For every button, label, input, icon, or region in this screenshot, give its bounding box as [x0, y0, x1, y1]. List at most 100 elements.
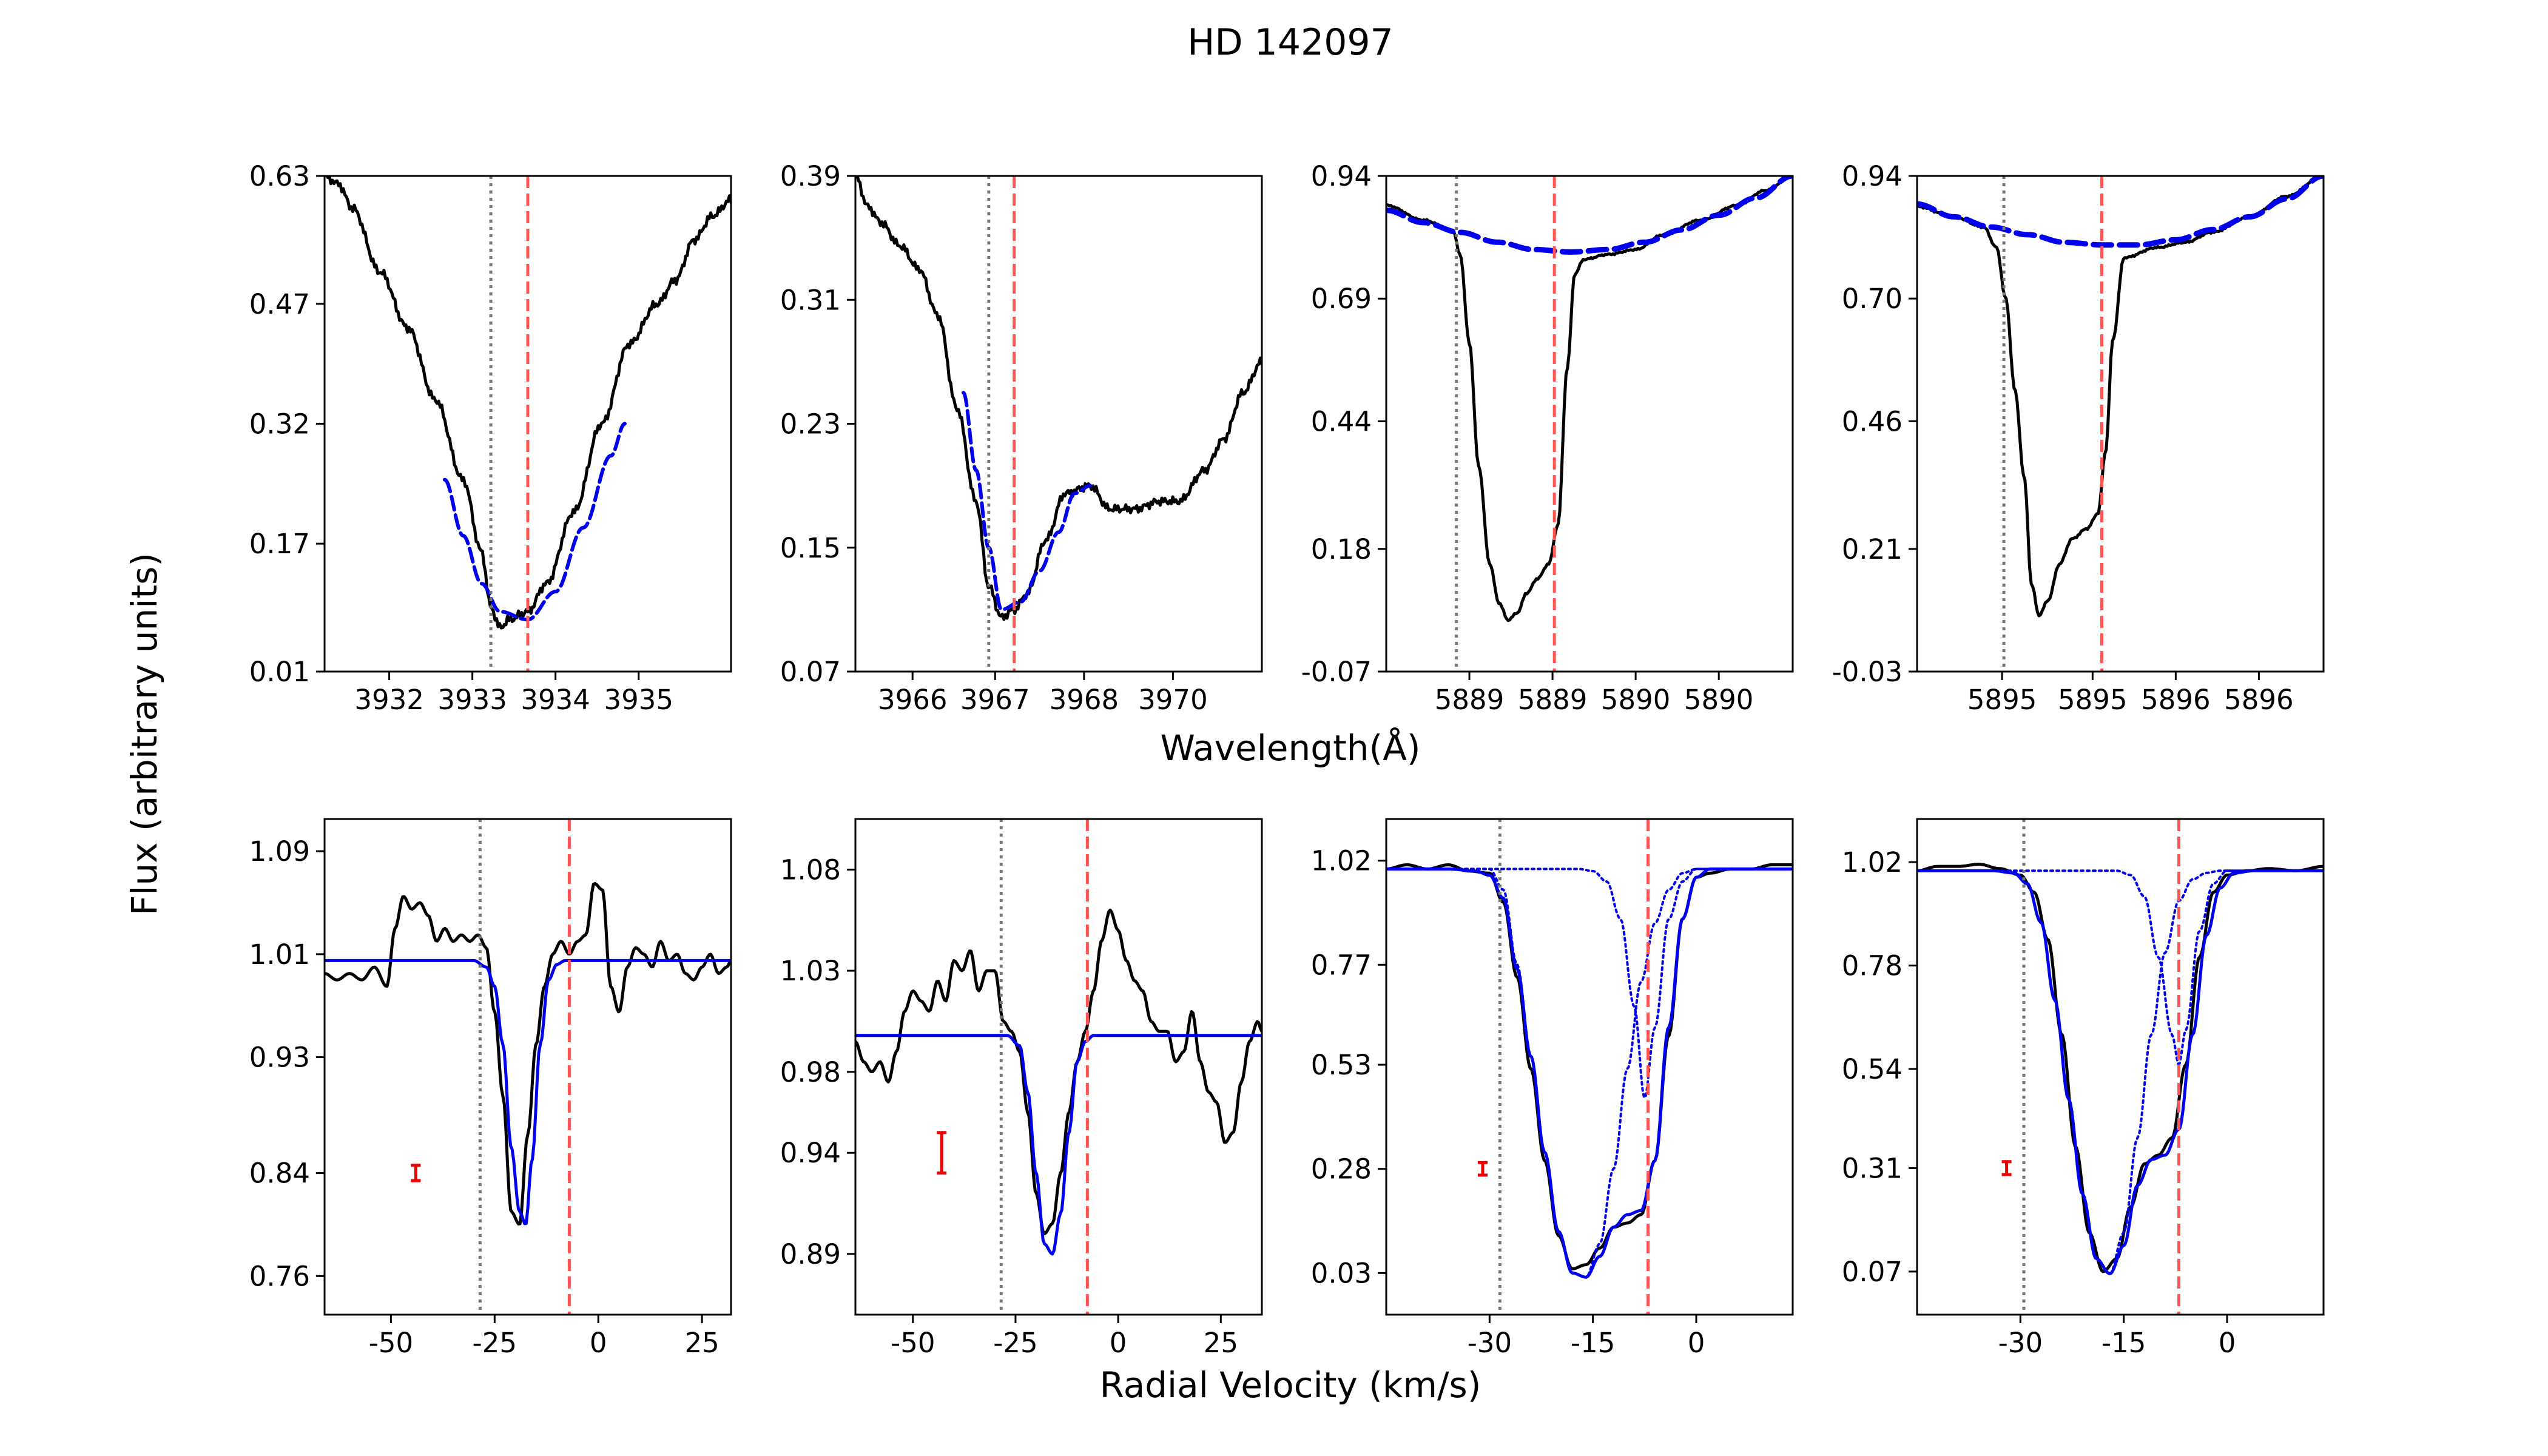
error-bar — [2001, 1160, 2012, 1176]
plot-area — [855, 819, 1262, 1315]
y-tick-label: 0.77 — [1311, 949, 1372, 981]
y-tick-label: 0.94 — [1842, 160, 1903, 192]
y-tick-label: 0.17 — [249, 528, 310, 560]
y-tick-label: 0.31 — [1842, 1152, 1903, 1184]
y-tick-label: 0.32 — [249, 408, 310, 440]
axes-frame — [1385, 175, 1794, 673]
y-tick-label: -0.03 — [1832, 656, 1903, 688]
y-tick-label: 0.44 — [1311, 405, 1372, 437]
x-tick-label: -30 — [1468, 1327, 1512, 1359]
x-tick-label: 5890 — [1684, 684, 1754, 716]
y-tick-label: 0.89 — [780, 1238, 841, 1270]
y-tick-label: 0.18 — [1311, 533, 1372, 565]
axes-frame — [1385, 818, 1794, 1316]
y-tick-label: 1.09 — [249, 835, 310, 868]
y-tick-label: 0.54 — [1842, 1053, 1903, 1085]
figure-title: HD 142097 — [1187, 21, 1393, 64]
plot-area — [1386, 176, 1793, 672]
plot-area — [325, 176, 731, 672]
y-tick-label: 0.39 — [780, 160, 841, 192]
series-continuum-fit — [443, 422, 627, 622]
plot-area — [855, 176, 1262, 672]
y-tick-label: 0.84 — [249, 1158, 310, 1190]
x-tick-label: 5890 — [1601, 684, 1671, 716]
x-tick-label: 3966 — [878, 684, 948, 716]
plot-area — [325, 819, 731, 1315]
series-continuum-fit — [962, 391, 1093, 612]
y-tick-label: 0.53 — [1311, 1049, 1372, 1081]
panel-bottom-1: -50 -25 0 25 0.76 0.84 0.93 1.01 1.09 — [249, 818, 732, 1359]
y-tick-label: 0.76 — [249, 1260, 310, 1292]
panel-bottom-3: -30 -15 0 0.03 0.28 0.53 0.77 1.02 — [1311, 818, 1794, 1359]
y-tick-label: 1.02 — [1311, 845, 1372, 877]
x-tick-label: 0 — [1110, 1327, 1127, 1359]
x-tick-label: -15 — [1571, 1327, 1616, 1359]
y-tick-label: 0.07 — [1842, 1256, 1903, 1288]
panel-top-2: 3966 3967 3968 3970 0.07 0.15 0.23 0.31 0.39 — [780, 160, 1263, 716]
x-tick-label: 0 — [2219, 1327, 2236, 1359]
x-tick-label: -50 — [369, 1327, 414, 1359]
y-tick-label: 0.78 — [1842, 950, 1903, 982]
series-continuum-fit — [1917, 176, 2324, 248]
axes-frame — [854, 818, 1263, 1316]
x-tick-label: 5895 — [1967, 684, 2037, 716]
x-tick-label: 5895 — [2058, 684, 2128, 716]
panel-bottom-2: -50 -25 0 25 0.89 0.94 0.98 1.03 1.08 — [780, 818, 1263, 1359]
error-bar — [1477, 1161, 1488, 1177]
error-bar — [411, 1164, 421, 1182]
y-tick-label: 0.07 — [780, 656, 841, 688]
x-tick-label: 3968 — [1050, 684, 1119, 716]
error-bar — [937, 1131, 947, 1175]
x-tick-label: 3933 — [437, 684, 507, 716]
y-tick-label: 0.21 — [1842, 533, 1903, 565]
y-tick-label: -0.07 — [1301, 656, 1372, 688]
y-tick-label: 0.70 — [1842, 283, 1903, 315]
plot-area — [1917, 176, 2324, 672]
y-tick-label: 1.01 — [249, 939, 310, 971]
x-tick-label: -50 — [891, 1327, 935, 1359]
series-observed — [855, 908, 1262, 1236]
top-row-xlabel: Wavelength(Å) — [1161, 727, 1421, 769]
series-observed — [325, 176, 731, 630]
x-tick-label: 5896 — [2224, 684, 2294, 716]
x-tick-label: 5889 — [1518, 684, 1588, 716]
x-tick-label: 3970 — [1138, 684, 1208, 716]
y-tick-label: 0.28 — [1311, 1153, 1372, 1185]
panel-top-1: 3932 3933 3934 3935 0.01 0.17 0.32 0.47 0.63 — [249, 160, 732, 716]
y-tick-label: 0.93 — [249, 1042, 310, 1074]
x-tick-label: 3935 — [604, 684, 673, 716]
x-tick-label: 3967 — [960, 684, 1030, 716]
bottom-row-xlabel: Radial Velocity (km/s) — [1100, 1364, 1481, 1406]
axes-frame — [1916, 175, 2325, 673]
x-tick-label: 3932 — [354, 684, 424, 716]
series-component-2 — [1386, 868, 1793, 1099]
x-tick-label: 25 — [1204, 1327, 1238, 1359]
series-continuum-fit — [1386, 176, 1793, 255]
x-tick-label: 5896 — [2141, 684, 2211, 716]
axes-frame — [323, 818, 732, 1316]
x-tick-label: 3934 — [521, 684, 590, 716]
x-tick-label: -30 — [1998, 1327, 2043, 1359]
y-tick-label: 0.15 — [780, 532, 841, 564]
panel-top-3: 5889 5889 5890 5890 -0.07 0.18 0.44 0.69 0.94 — [1301, 160, 1794, 716]
x-tick-label: 0 — [1688, 1327, 1705, 1359]
y-tick-label: 0.23 — [780, 408, 841, 440]
y-tick-label: 0.63 — [249, 160, 310, 192]
x-tick-label: -25 — [473, 1327, 517, 1359]
y-tick-label: 0.31 — [780, 284, 841, 316]
plot-area — [1917, 819, 2324, 1315]
y-tick-label: 0.47 — [249, 288, 310, 320]
figure-ylabel: Flux (arbitrary units) — [124, 553, 165, 915]
plot-area — [1386, 819, 1793, 1315]
x-tick-label: -15 — [2101, 1327, 2146, 1359]
y-tick-label: 0.98 — [780, 1056, 841, 1088]
y-tick-label: 1.08 — [780, 854, 841, 886]
y-tick-label: 0.03 — [1311, 1257, 1372, 1289]
panel-bottom-4: -30 -15 0 0.07 0.31 0.54 0.78 1.02 — [1842, 818, 2325, 1359]
x-tick-label: 0 — [590, 1327, 607, 1359]
y-tick-label: 1.02 — [1842, 846, 1903, 878]
series-component-2 — [1917, 869, 2324, 1065]
series-observed — [855, 176, 1262, 621]
panels: 3932 3933 3934 3935 0.01 0.17 0.32 0.47 0.63 3966… — [249, 160, 2325, 1359]
